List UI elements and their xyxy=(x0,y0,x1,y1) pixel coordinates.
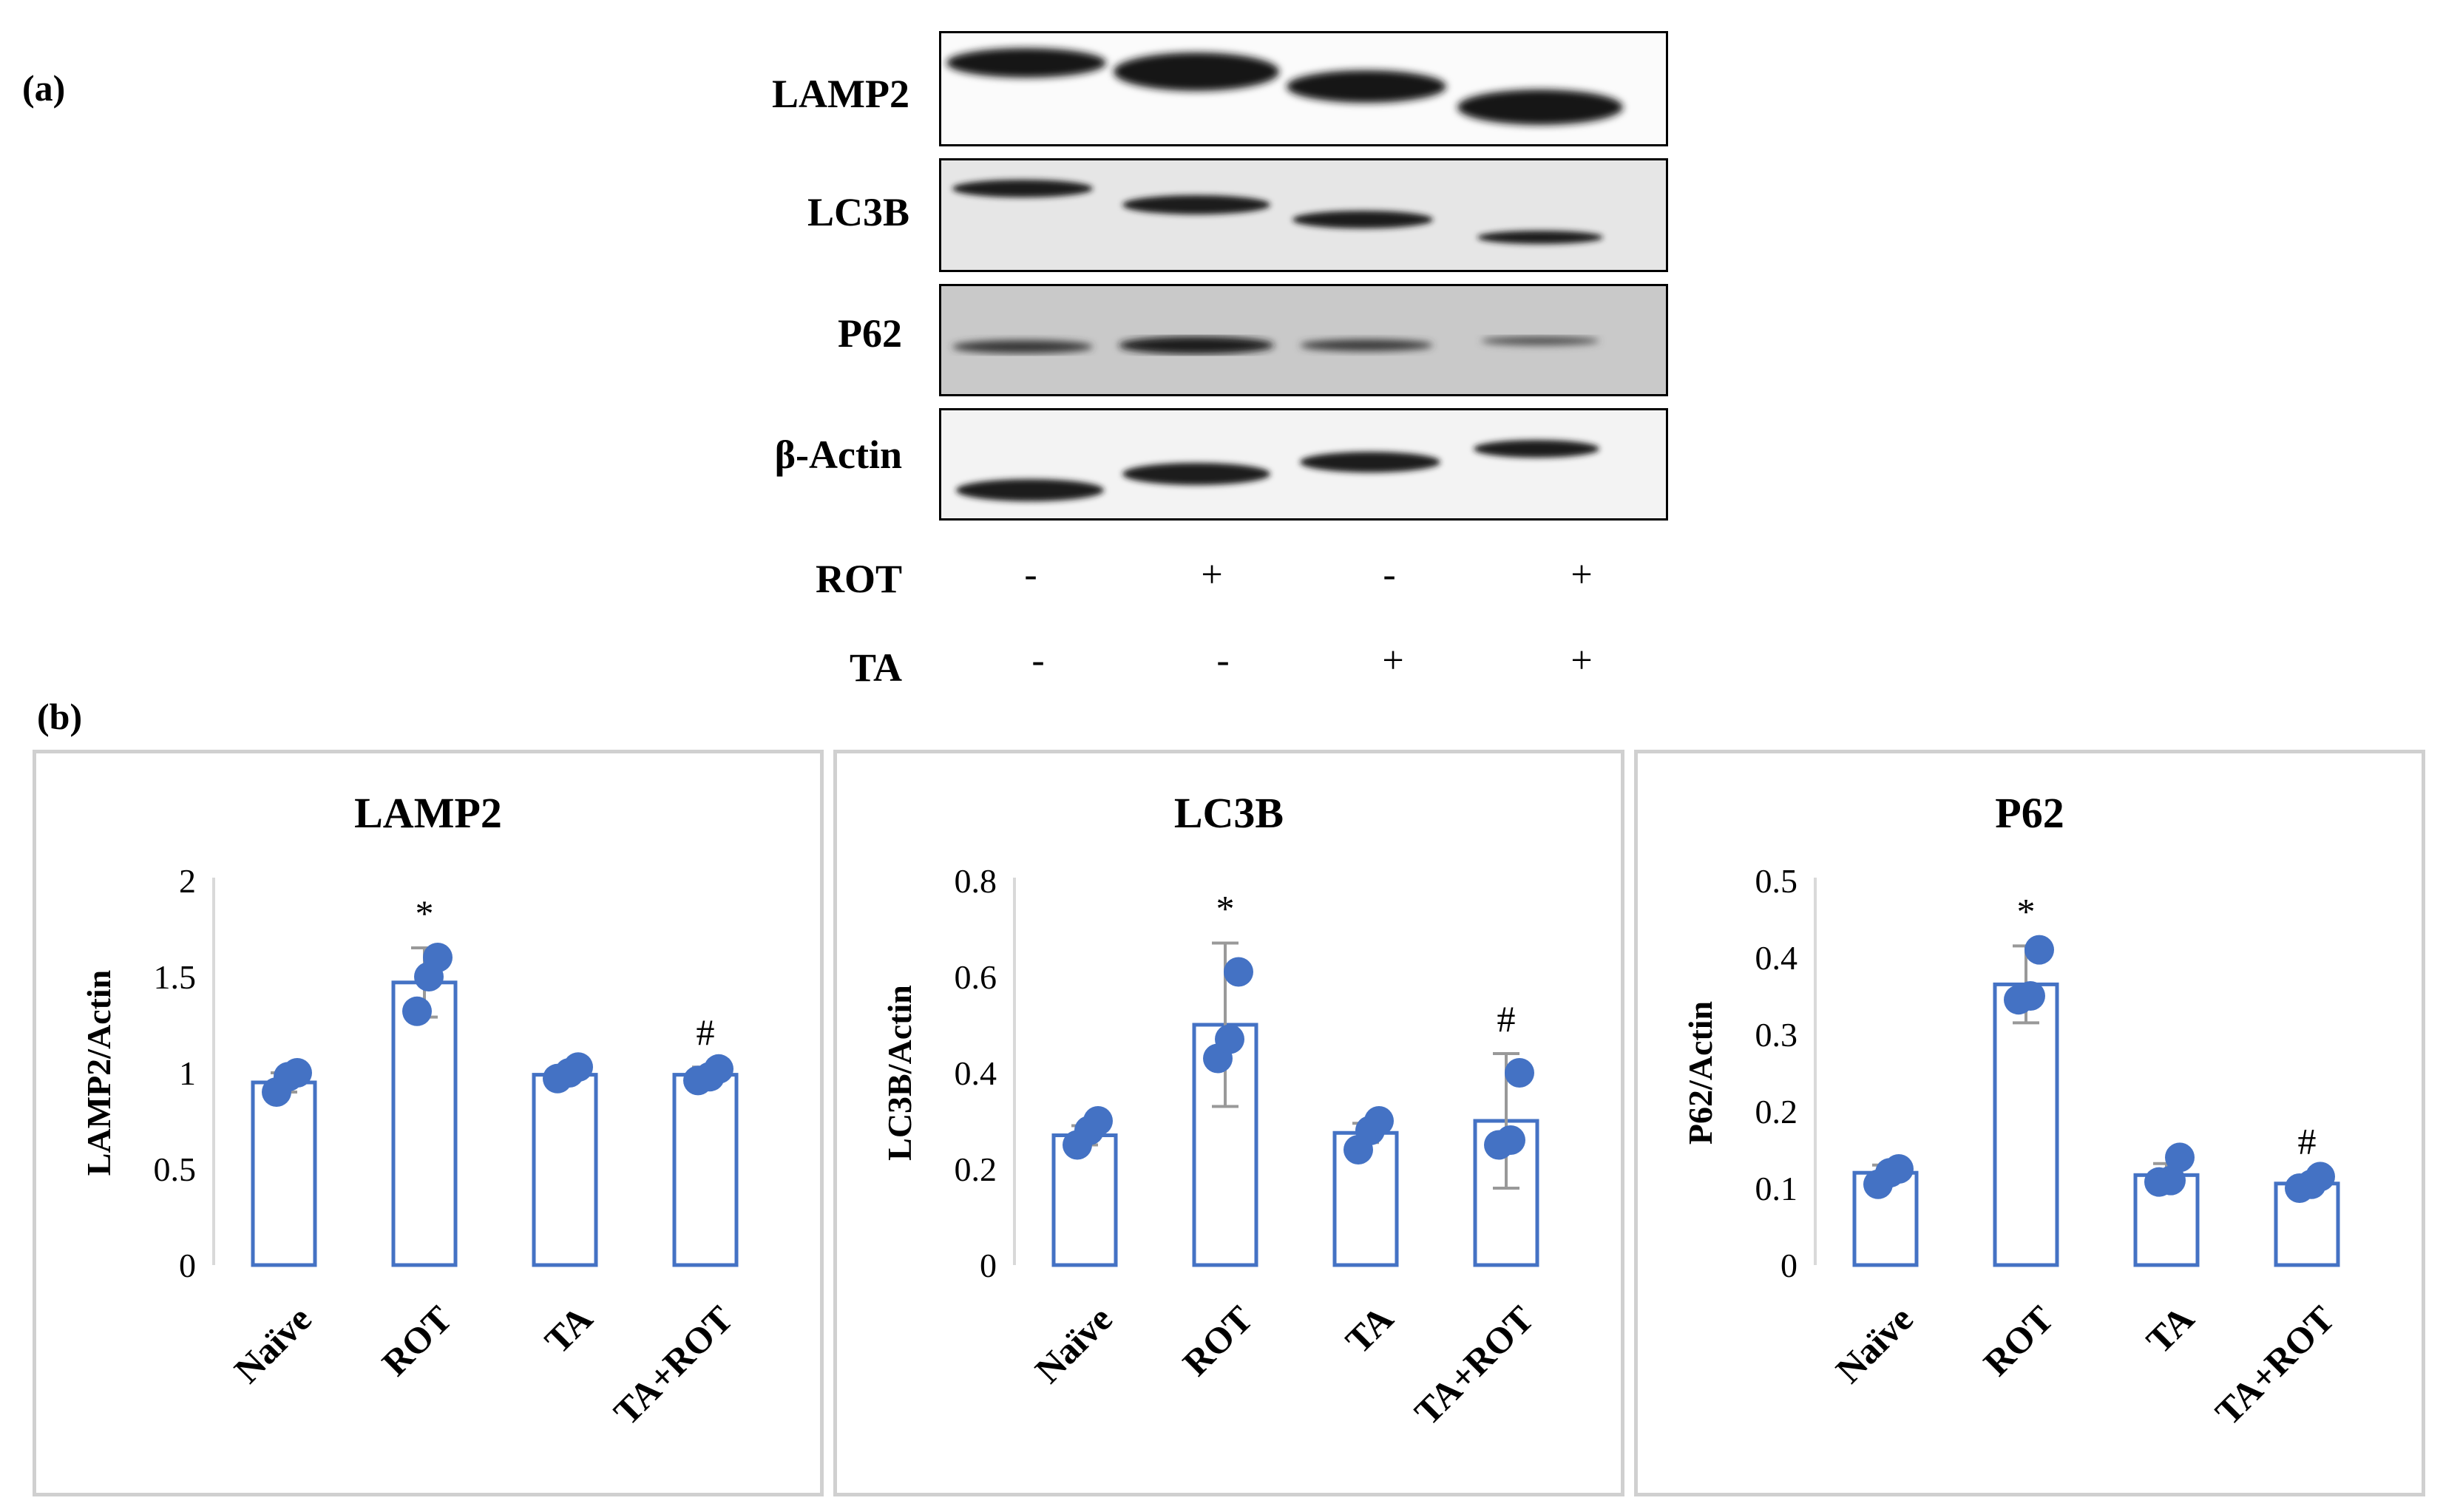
ta-symbol-lane-2: - xyxy=(1216,640,1230,682)
lc3b-significance-marker: # xyxy=(1497,998,1516,1040)
lamp2-x-tick-label: ROT xyxy=(374,1298,460,1383)
chart-frame-p62: P62 P62/Actin 0 0.1 0.2 0.3 0.4 0.5 Naïve * ROT TA #… xyxy=(1634,750,2425,1496)
lamp2-significance-marker: # xyxy=(697,1011,715,1053)
p62-significance-marker: # xyxy=(2298,1120,2317,1162)
blot-image-beta-actin xyxy=(939,408,1668,521)
lamp2-y-tick-label: 1 xyxy=(179,1054,196,1092)
p62-y-tick-label: 0 xyxy=(1780,1247,1797,1284)
p62-x-tick-label: TA xyxy=(2138,1298,2202,1361)
lamp2-y-tick-label: 2 xyxy=(179,862,196,900)
blot-image-lc3b xyxy=(939,158,1668,272)
chart-lc3b: LC3B LC3B/Actin 0 0.2 0.4 0.6 0.8 Naïve * ROT TA # T… xyxy=(881,789,1542,1433)
lc3b-x-tick-label: TA+ROT xyxy=(1406,1298,1542,1433)
p62-x-tick-label: Naïve xyxy=(1828,1298,1921,1391)
lamp2-data-point xyxy=(423,943,453,972)
blot-label-p62: P62 xyxy=(838,311,902,356)
p62-data-point xyxy=(2156,1165,2186,1196)
lamp2-y-tick-label: 0 xyxy=(179,1247,196,1284)
lc3b-data-point xyxy=(1215,1024,1244,1054)
blot-label-lamp2: LAMP2 xyxy=(772,72,909,116)
p62-significance-marker: * xyxy=(2017,890,2036,932)
lamp2-bar-na-ve xyxy=(251,1080,317,1267)
p62-data-point xyxy=(2016,981,2045,1011)
p62-y-tick-label: 0.5 xyxy=(1755,862,1798,900)
chart-p62: P62 P62/Actin 0 0.1 0.2 0.3 0.4 0.5 Naïve * ROT TA #… xyxy=(1681,789,2342,1433)
treatment-label-ta: TA xyxy=(849,645,902,690)
rot-symbol-lane-2: + xyxy=(1201,554,1223,596)
p62-data-point xyxy=(2024,935,2054,965)
lc3b-x-tick-label: ROT xyxy=(1175,1298,1261,1383)
p62-data-point xyxy=(2165,1142,2195,1173)
chart-frame-lamp2: LAMP2 LAMP2/Actin 0 0.5 1 1.5 2 Naïve * ROT TA # TA+… xyxy=(33,750,824,1496)
ta-symbol-lane-4: + xyxy=(1570,640,1593,682)
p62-y-tick-label: 0.1 xyxy=(1755,1170,1798,1207)
lc3b-y-tick-label: 0.8 xyxy=(955,862,997,900)
lc3b-x-tick-label: TA xyxy=(1338,1298,1401,1361)
p62-data-point xyxy=(1884,1154,1914,1184)
lamp2-x-tick-label: TA+ROT xyxy=(606,1298,741,1433)
lamp2-chart-title: LAMP2 xyxy=(354,789,502,837)
ta-symbol-lane-1: - xyxy=(1031,640,1045,682)
rot-symbol-lane-3: - xyxy=(1383,554,1396,596)
lamp2-x-tick-label: Naïve xyxy=(226,1298,319,1391)
lc3b-data-point xyxy=(1083,1106,1113,1136)
lc3b-data-point xyxy=(1364,1106,1394,1136)
lamp2-data-point xyxy=(402,996,432,1026)
lc3b-data-point xyxy=(1496,1125,1525,1155)
lc3b-y-tick-label: 0.4 xyxy=(955,1054,997,1092)
p62-y-tick-label: 0.3 xyxy=(1755,1016,1798,1054)
lamp2-y-tick-label: 0.5 xyxy=(154,1150,197,1188)
blot-label-beta-actin: β-Actin xyxy=(774,433,902,477)
p62-data-point xyxy=(2305,1162,2335,1192)
panel-b-label: (b) xyxy=(37,696,83,737)
p62-x-tick-label: ROT xyxy=(1976,1298,2061,1383)
lamp2-y-tick-label: 1.5 xyxy=(154,958,197,996)
lamp2-bar-ta xyxy=(532,1073,598,1267)
lamp2-data-point xyxy=(282,1058,312,1088)
lamp2-data-point xyxy=(704,1054,733,1084)
lamp2-y-axis-label: LAMP2/Actin xyxy=(80,970,118,1176)
chart-lamp2: LAMP2 LAMP2/Actin 0 0.5 1 1.5 2 Naïve * ROT TA # TA+… xyxy=(80,789,741,1433)
lc3b-y-axis-label: LC3B/Actin xyxy=(881,985,918,1161)
lamp2-data-point xyxy=(563,1052,593,1082)
lamp2-x-tick-label: TA xyxy=(537,1298,600,1361)
blot-image-p62 xyxy=(939,284,1668,396)
p62-y-tick-label: 0.2 xyxy=(1755,1093,1798,1130)
rot-symbol-lane-4: + xyxy=(1570,554,1593,596)
p62-y-tick-label: 0.4 xyxy=(1755,939,1798,977)
lc3b-data-point xyxy=(1505,1058,1534,1088)
ta-symbol-lane-3: + xyxy=(1382,640,1404,682)
rot-symbol-lane-1: - xyxy=(1024,554,1037,596)
chart-frame-lc3b: LC3B LC3B/Actin 0 0.2 0.4 0.6 0.8 Naïve * ROT TA # T… xyxy=(833,750,1624,1496)
lamp2-bar-ta-rot xyxy=(672,1073,739,1267)
p62-chart-title: P62 xyxy=(1995,789,2064,837)
lc3b-chart-title: LC3B xyxy=(1174,789,1284,837)
lc3b-significance-marker: * xyxy=(1216,888,1235,929)
lc3b-data-point xyxy=(1224,957,1253,987)
p62-x-tick-label: TA+ROT xyxy=(2207,1298,2342,1433)
lc3b-y-tick-label: 0.6 xyxy=(955,958,997,996)
p62-bar-rot xyxy=(1993,982,2059,1267)
lc3b-x-tick-label: Naïve xyxy=(1027,1298,1120,1391)
treatment-label-rot: ROT xyxy=(815,557,902,601)
panel-a-label: (a) xyxy=(22,67,66,109)
blot-image-lamp2 xyxy=(939,31,1668,146)
lc3b-y-tick-label: 0 xyxy=(980,1247,997,1284)
lamp2-bar-rot xyxy=(391,980,458,1267)
lamp2-significance-marker: * xyxy=(416,892,434,934)
blot-label-lc3b: LC3B xyxy=(807,190,909,234)
p62-y-axis-label: P62/Actin xyxy=(1681,1001,1719,1145)
lc3b-y-tick-label: 0.2 xyxy=(955,1150,997,1188)
